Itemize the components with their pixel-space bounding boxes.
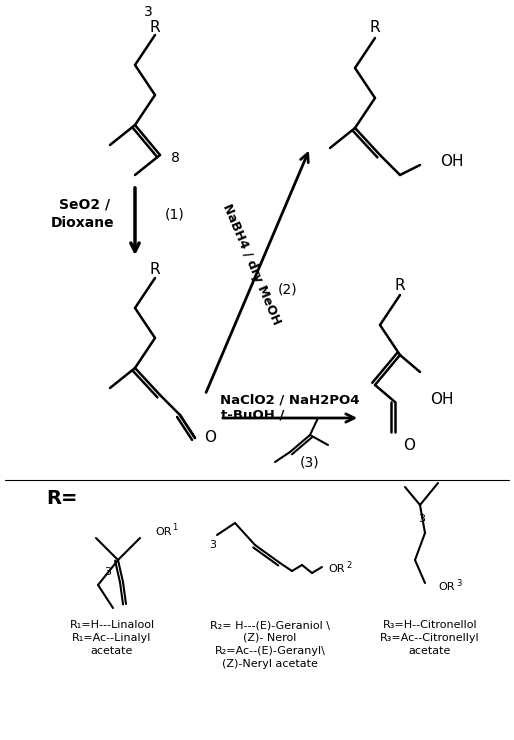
Text: OR: OR xyxy=(155,527,172,537)
Text: R₂=Ac--(E)-Geranyl\: R₂=Ac--(E)-Geranyl\ xyxy=(214,646,325,656)
Text: (2): (2) xyxy=(278,283,297,297)
Text: R: R xyxy=(150,263,160,278)
Text: OR: OR xyxy=(328,564,344,574)
Text: R₃=Ac--Citronellyl: R₃=Ac--Citronellyl xyxy=(380,633,480,643)
Text: R₃=H--Citronellol: R₃=H--Citronellol xyxy=(383,620,478,630)
Text: acetate: acetate xyxy=(91,646,133,656)
Text: R: R xyxy=(395,278,406,292)
Text: 3: 3 xyxy=(456,579,462,588)
Text: 8: 8 xyxy=(171,151,179,165)
Text: acetate: acetate xyxy=(409,646,451,656)
Text: (3): (3) xyxy=(300,455,320,469)
Text: 3: 3 xyxy=(104,567,112,577)
Text: Dioxane: Dioxane xyxy=(51,216,115,230)
Text: R₁=Ac--Linalyl: R₁=Ac--Linalyl xyxy=(72,633,152,643)
Text: R₂= H---(E)-Geraniol \: R₂= H---(E)-Geraniol \ xyxy=(210,620,330,630)
Text: 1: 1 xyxy=(172,523,177,533)
Text: NaBH4 / dry MeOH: NaBH4 / dry MeOH xyxy=(220,201,283,326)
Text: (Z)-Neryl acetate: (Z)-Neryl acetate xyxy=(222,659,318,669)
Text: OR: OR xyxy=(438,582,454,592)
Text: OH: OH xyxy=(440,155,464,169)
Text: t-BuOH /: t-BuOH / xyxy=(222,408,285,422)
Text: R₁=H---Linalool: R₁=H---Linalool xyxy=(69,620,155,630)
Text: NaClO2 / NaH2PO4: NaClO2 / NaH2PO4 xyxy=(221,394,360,406)
Text: OH: OH xyxy=(430,392,453,408)
Text: 3: 3 xyxy=(418,514,426,524)
Text: O: O xyxy=(204,431,216,445)
Text: R: R xyxy=(370,21,380,36)
Text: SeO2 /: SeO2 / xyxy=(60,198,111,212)
Text: 3: 3 xyxy=(143,5,152,19)
Text: (Z)- Nerol: (Z)- Nerol xyxy=(243,633,297,643)
Text: 3: 3 xyxy=(210,540,216,550)
Text: 2: 2 xyxy=(346,562,351,571)
Text: O: O xyxy=(403,437,415,452)
Text: (1): (1) xyxy=(165,208,185,222)
Text: R=: R= xyxy=(46,488,78,508)
Text: R: R xyxy=(150,21,160,36)
